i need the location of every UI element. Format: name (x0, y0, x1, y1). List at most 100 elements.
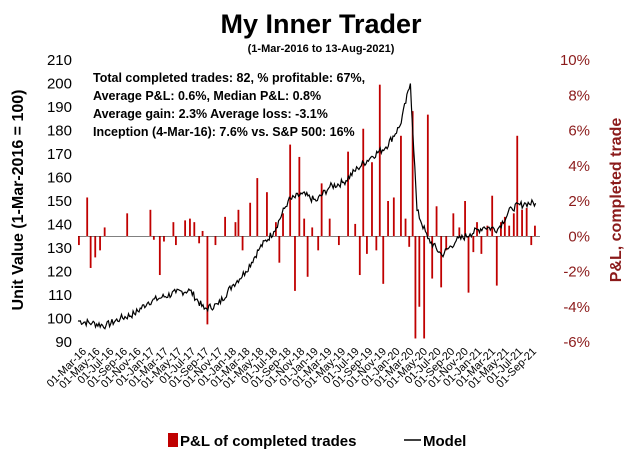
right-tick-label: 4% (568, 158, 590, 175)
left-tick-label: 190 (47, 99, 72, 116)
left-axis-ticks: 90 100 110 120 130 140 150 160 170 180 190 200 210 (47, 52, 72, 351)
pnl-bar (414, 236, 417, 339)
right-tick-label: 0% (568, 228, 590, 245)
legend-label-bars: P&L of completed trades (180, 433, 356, 450)
right-tick-label: 2% (568, 193, 590, 210)
pnl-bar (306, 236, 309, 277)
pnl-bar (193, 222, 196, 237)
pnl-bar (464, 201, 466, 237)
pnl-bar (289, 144, 292, 237)
pnl-bar (149, 209, 152, 237)
right-tick-label: -2% (563, 264, 590, 281)
pnl-bar (500, 222, 502, 237)
stats-line-2: Average P&L: 0.6%, Median P&L: 0.8% (93, 89, 321, 103)
pnl-bar (347, 151, 349, 237)
stats-annotation: Total completed trades: 82, % profitable… (93, 71, 365, 139)
pnl-bar (516, 135, 519, 237)
pnl-bar (126, 213, 129, 237)
left-tick-label: 100 (47, 311, 72, 328)
right-axis-label: P&L, completed trade (608, 118, 625, 283)
legend-label-line: Model (423, 433, 466, 450)
pnl-bar (495, 236, 498, 286)
pnl-bar (214, 236, 217, 246)
left-tick-label: 180 (47, 123, 72, 140)
pnl-bar (86, 197, 89, 237)
pnl-bar (387, 201, 389, 237)
pnl-bar (198, 236, 201, 244)
stats-line-1: Total completed trades: 82, % profitable… (93, 71, 365, 85)
pnl-bar (78, 236, 80, 246)
pnl-bar (103, 227, 106, 237)
legend-swatch-bars (168, 433, 178, 447)
pnl-bar (458, 227, 461, 237)
pnl-bar (440, 236, 443, 288)
pnl-bar (99, 236, 101, 251)
pnl-bar (256, 178, 259, 237)
pnl-bar (152, 236, 155, 240)
stats-line-4: Inception (4-Mar-16): 7.6% vs. S&P 500: … (93, 125, 355, 139)
pnl-bar (435, 206, 438, 237)
pnl-bar (362, 128, 365, 237)
pnl-bar (423, 236, 426, 339)
pnl-bar (206, 236, 209, 325)
chart-title: My Inner Trader (220, 9, 422, 39)
pnl-bar (375, 236, 378, 251)
pnl-bar (534, 225, 536, 237)
pnl-bar (201, 230, 204, 237)
pnl-bar (175, 236, 177, 246)
pnl-bar (298, 156, 301, 237)
pnl-bar (378, 84, 381, 237)
chart-subtitle: (1-Mar-2016 to 13-Aug-2021) (248, 43, 395, 55)
pnl-bar (452, 213, 455, 237)
pnl-bar (189, 218, 191, 237)
pnl-bar (371, 162, 373, 237)
pnl-bar (303, 218, 306, 237)
pnl-bar (486, 225, 489, 237)
pnl-bar (311, 227, 314, 237)
left-tick-label: 140 (47, 217, 72, 234)
pnl-bars (78, 84, 536, 339)
pnl-bar (358, 236, 361, 276)
left-tick-label: 160 (47, 170, 72, 187)
right-tick-label: 6% (568, 123, 590, 140)
pnl-bar (512, 213, 515, 237)
pnl-bar (408, 236, 411, 247)
pnl-bar (317, 236, 320, 251)
stats-line-3: Average gain: 2.3% Average loss: -3.1% (93, 107, 328, 121)
left-tick-label: 90 (55, 334, 72, 351)
pnl-bar (320, 183, 323, 237)
pnl-bar (392, 197, 395, 237)
pnl-bar (234, 222, 237, 237)
right-tick-label: 10% (560, 52, 590, 69)
left-tick-label: 210 (47, 52, 72, 69)
legend: P&L of completed trades Model (168, 433, 466, 450)
model-line (77, 83, 537, 330)
left-tick-label: 200 (47, 76, 72, 93)
x-axis-ticks: 01-Mar-1601-May-1601-Jul-1601-Sep-1601-N… (45, 346, 539, 392)
pnl-bar (89, 236, 92, 268)
pnl-bar (282, 213, 284, 237)
pnl-bar (172, 222, 175, 237)
right-tick-label: -6% (563, 334, 590, 351)
pnl-bar (503, 216, 506, 237)
pnl-bar (237, 209, 240, 237)
pnl-bar (521, 209, 523, 237)
pnl-bar (184, 220, 187, 237)
pnl-bar (418, 236, 421, 307)
right-tick-label: -4% (563, 299, 590, 316)
pnl-bar (158, 236, 161, 276)
pnl-bar (241, 236, 244, 251)
pnl-bar (94, 236, 97, 258)
pnl-bar (480, 236, 483, 254)
pnl-bar (328, 218, 331, 237)
right-tick-label: 8% (568, 87, 590, 104)
pnl-bar (426, 114, 429, 237)
left-tick-label: 170 (47, 146, 72, 163)
pnl-bar (278, 236, 281, 263)
pnl-bar (431, 236, 434, 279)
pnl-bar (400, 135, 402, 237)
left-tick-label: 130 (47, 240, 72, 257)
pnl-bar (445, 236, 448, 251)
pnl-bar (249, 202, 252, 237)
